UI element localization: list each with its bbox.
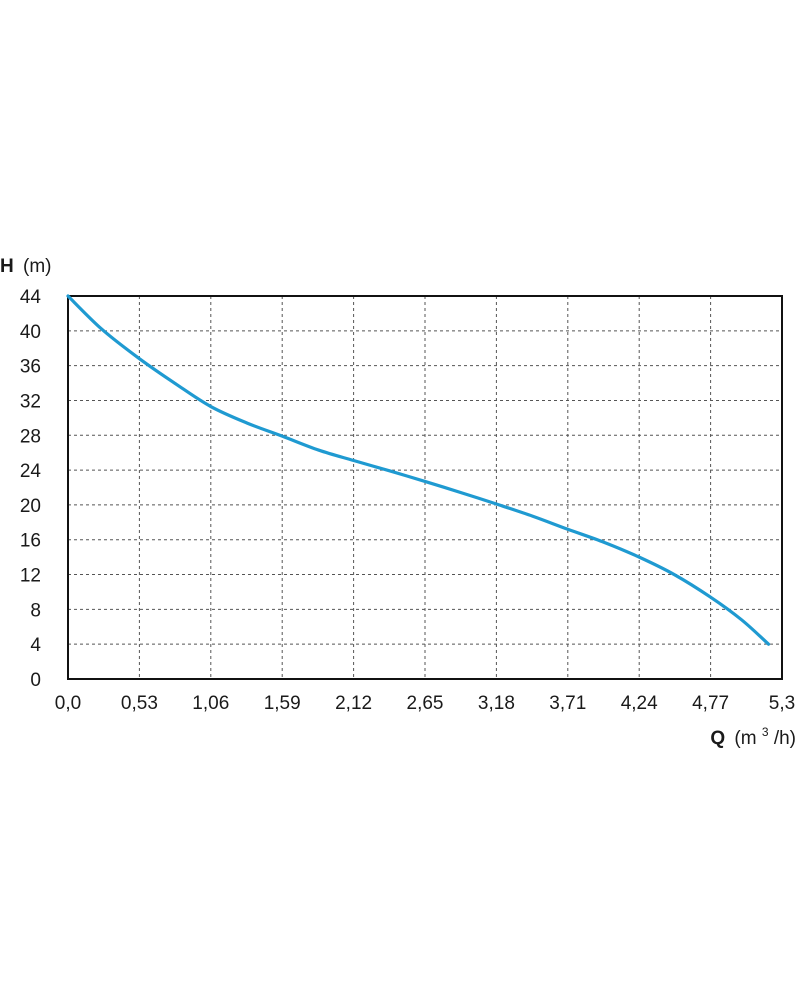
x-tick-label: 5,3 — [769, 693, 795, 714]
y-tick-label: 44 — [20, 287, 42, 308]
x-tick-label: 1,06 — [192, 693, 229, 714]
x-tick-label: 3,18 — [478, 693, 515, 714]
series — [66, 294, 771, 646]
y-tick-label: 40 — [20, 322, 41, 343]
y-tick-label: 20 — [20, 496, 41, 517]
y-tick-label: 0 — [30, 670, 41, 691]
x-axis-unit-superscript: 3 — [762, 725, 769, 739]
y-tick-label: 36 — [20, 357, 41, 378]
x-tick-label: 2,12 — [335, 693, 372, 714]
grid — [68, 296, 782, 679]
x-axis-symbol: Q — [710, 728, 725, 749]
y-tick-label: 12 — [20, 566, 41, 587]
x-axis-ticks: 0,0 0,53 1,06 1,59 2,12 2,65 3,18 3,71 4,24 4,77 5… — [55, 693, 795, 714]
x-axis-unit-suffix: /h) — [774, 728, 796, 749]
y-axis-unit: (m) — [23, 256, 51, 277]
y-axis-title: H (m) — [0, 256, 52, 277]
x-tick-label: 4,24 — [621, 693, 658, 714]
x-axis-unit-prefix: (m — [734, 728, 756, 749]
y-axis-symbol: H — [0, 256, 14, 277]
x-tick-label: 3,71 — [549, 693, 586, 714]
y-tick-label: 32 — [20, 391, 41, 412]
y-axis-ticks: 0 4 8 12 16 20 24 28 32 36 40 44 — [20, 287, 42, 691]
y-tick-label: 24 — [20, 461, 42, 482]
x-axis-title: Q (m 3 /h) — [710, 720, 796, 749]
y-tick-label: 4 — [30, 635, 41, 656]
x-tick-label: 2,65 — [407, 693, 444, 714]
series-line — [66, 294, 771, 646]
x-tick-label: 0,53 — [121, 693, 158, 714]
plot-frame — [67, 295, 783, 680]
y-tick-label: 16 — [20, 531, 41, 552]
x-tick-label: 4,77 — [692, 693, 729, 714]
y-tick-label: 8 — [30, 600, 41, 621]
y-tick-label: 28 — [20, 426, 41, 447]
x-tick-label: 0,0 — [55, 693, 81, 714]
x-tick-label: 1,59 — [264, 693, 301, 714]
